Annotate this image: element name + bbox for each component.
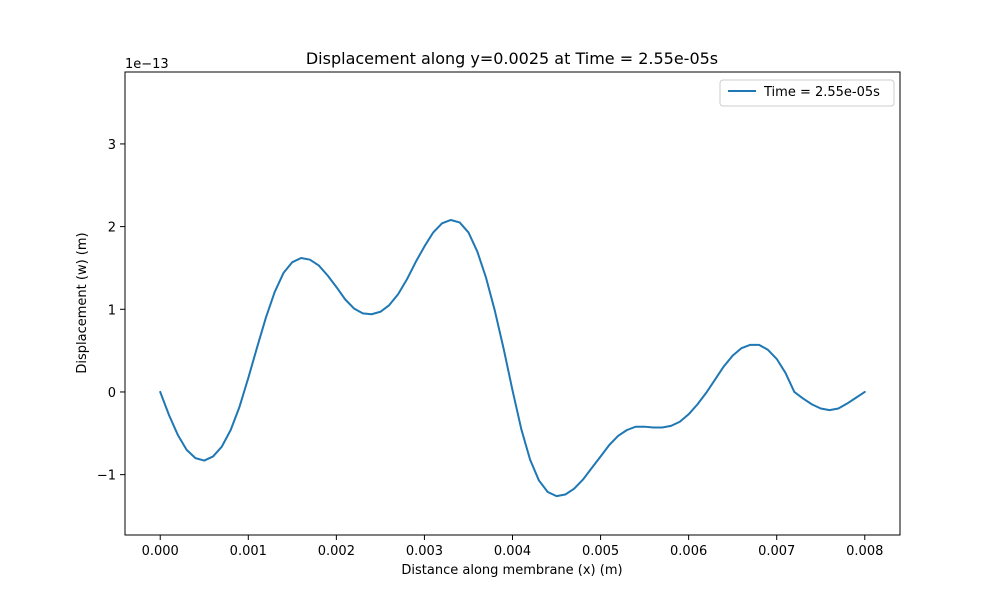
y-axis-title: Displacement (w) (m) (75, 232, 90, 373)
x-tick-label: 0.005 (582, 544, 619, 559)
x-axis-title: Distance along membrane (x) (m) (401, 563, 622, 578)
x-tick-label: 0.003 (406, 544, 443, 559)
legend: Time = 2.55e-05s (719, 79, 895, 107)
x-tick-label: 0.002 (318, 544, 355, 559)
x-axis-ticks: 0.000 0.001 0.002 0.003 0.004 0.005 0.006 0.007… (142, 535, 883, 559)
y-tick-label: 1 (108, 303, 116, 318)
legend-label: Time = 2.55e-05s (763, 85, 880, 100)
x-tick-label: 0.000 (142, 544, 179, 559)
y-tick-label: −1 (97, 469, 116, 484)
series-line-0 (159, 218, 866, 498)
y-offset-label: 1e−13 (125, 57, 169, 72)
x-tick-label: 0.004 (494, 544, 531, 559)
x-tick-label: 0.001 (230, 544, 267, 559)
y-tick-label: 3 (108, 138, 116, 153)
x-tick-label: 0.008 (846, 544, 883, 559)
x-tick-label: 0.007 (758, 544, 795, 559)
x-tick-label: 0.006 (670, 544, 707, 559)
y-tick-label: 0 (108, 386, 116, 401)
legend-box (719, 79, 895, 107)
y-axis-ticks: −1 0 1 2 3 (97, 138, 125, 484)
chart-title: Displacement along y=0.0025 at Time = 2.… (306, 49, 718, 68)
y-tick-label: 2 (108, 221, 116, 236)
